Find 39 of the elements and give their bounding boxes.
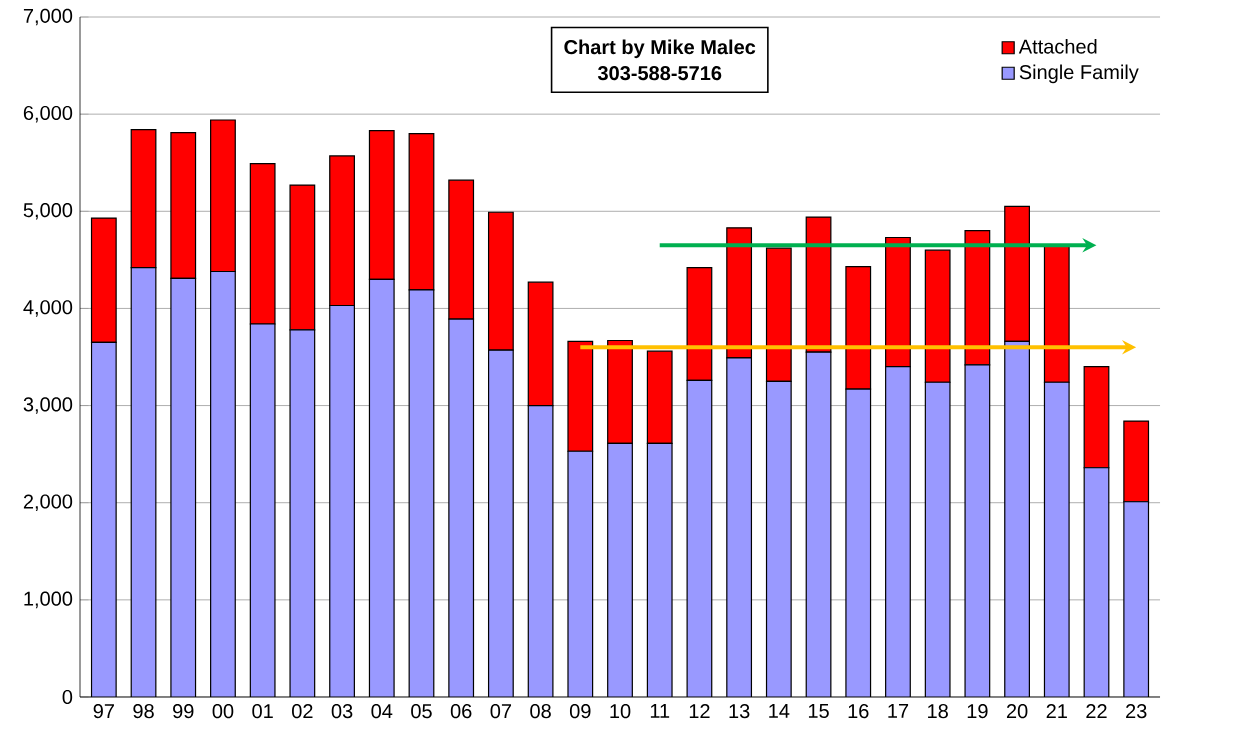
x-tick-label: 17 xyxy=(888,704,909,718)
x-tick-label: 05 xyxy=(411,704,432,719)
x-tick-label: 19 xyxy=(967,704,988,719)
x-tick-label: 09 xyxy=(569,704,591,719)
x-tick-label: 08 xyxy=(530,704,551,719)
y-tick-label: 1,000 xyxy=(24,591,73,609)
x-tick-label: 00 xyxy=(212,704,234,719)
x-tick-label: 98 xyxy=(133,704,154,719)
x-tick-label: 16 xyxy=(848,704,869,719)
x-tick-label: 02 xyxy=(292,704,313,719)
x-tick-label: 18 xyxy=(928,704,948,719)
x-tick-label: 03 xyxy=(331,704,353,719)
x-tick-label: 23 xyxy=(1126,704,1147,719)
legend-label: Attached xyxy=(1018,39,1097,54)
x-tick-label: 12 xyxy=(689,704,710,719)
y-tick-label: 6,000 xyxy=(23,105,73,123)
x-tick-label: 97 xyxy=(93,704,114,719)
legend-label: Single Family xyxy=(1019,64,1139,84)
y-tick-label: 4,000 xyxy=(23,300,73,317)
x-tick-label: 13 xyxy=(729,704,750,719)
x-tick-label: 20 xyxy=(1006,704,1028,719)
x-tick-label: 14 xyxy=(769,704,790,718)
y-tick-label: 7,000 xyxy=(23,8,73,26)
x-tick-label: 11 xyxy=(650,704,670,718)
x-tick-label: 22 xyxy=(1086,704,1107,719)
x-tick-label: 99 xyxy=(173,704,194,719)
x-tick-label: 15 xyxy=(808,704,829,719)
x-tick-label: 10 xyxy=(610,704,631,719)
x-tick-label: 21 xyxy=(1046,704,1067,719)
y-tick-label: 5,000 xyxy=(23,203,73,220)
y-tick-label: 3,000 xyxy=(23,397,73,414)
x-tick-label: 01 xyxy=(252,704,273,719)
annotation: Chart by Mike Malec xyxy=(564,39,756,59)
annotation: 303-588-5716 xyxy=(597,66,722,81)
x-tick-label: 06 xyxy=(450,704,472,719)
x-tick-label: 07 xyxy=(490,704,512,719)
y-tick-label: 2,000 xyxy=(23,494,73,511)
y-tick-label: 0 xyxy=(62,689,73,705)
x-tick-label: 04 xyxy=(371,704,393,719)
